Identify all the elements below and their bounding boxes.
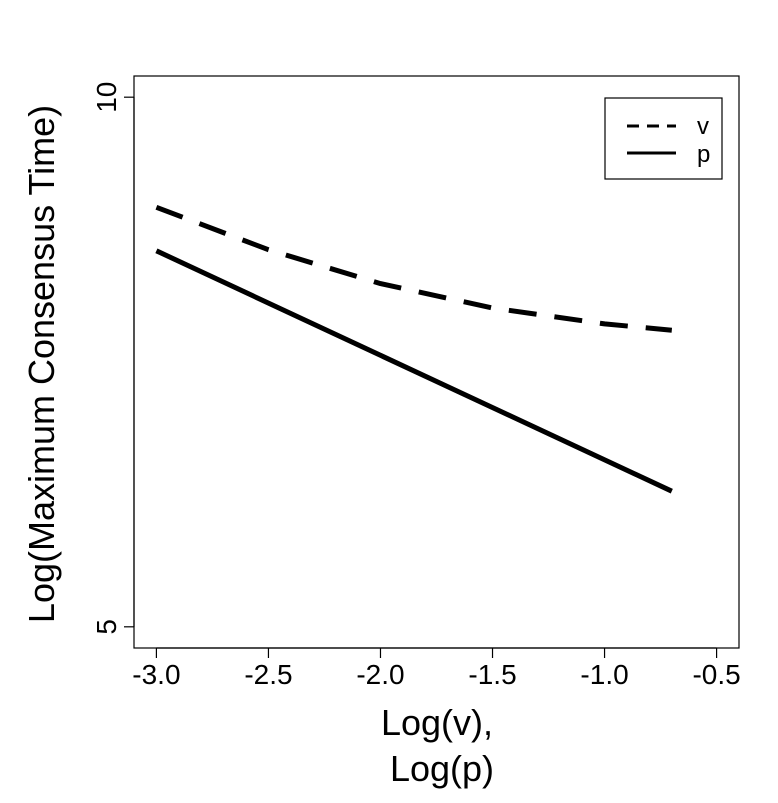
legend-label-v: v xyxy=(697,113,709,140)
y-tick-label: 10 xyxy=(91,82,122,113)
series-line-p xyxy=(155,248,673,494)
x-tick-label: -3.0 xyxy=(132,659,180,690)
legend: v p xyxy=(604,97,723,180)
x-tick-label: -1.5 xyxy=(468,659,516,690)
legend-label-p: p xyxy=(697,141,710,168)
x-tick-label: -2.5 xyxy=(244,659,292,690)
y-tick-label: 5 xyxy=(91,619,122,635)
series-layer xyxy=(155,204,673,494)
x-tick-label: -2.0 xyxy=(356,659,404,690)
x-axis-title-line2: Log(p) xyxy=(390,748,494,789)
legend-box xyxy=(604,97,723,180)
x-axis: -3.0 -2.5 -2.0 -1.5 -1.0 -0.5 xyxy=(132,647,741,690)
y-axis: 5 10 xyxy=(91,82,135,635)
series-line-v xyxy=(155,204,673,333)
x-tick-label: -1.0 xyxy=(580,659,628,690)
x-axis-title: Log(v), xyxy=(381,702,493,743)
x-tick-label: -0.5 xyxy=(692,659,740,690)
y-axis-title: Log(Maximum Consensus Time) xyxy=(21,105,62,623)
